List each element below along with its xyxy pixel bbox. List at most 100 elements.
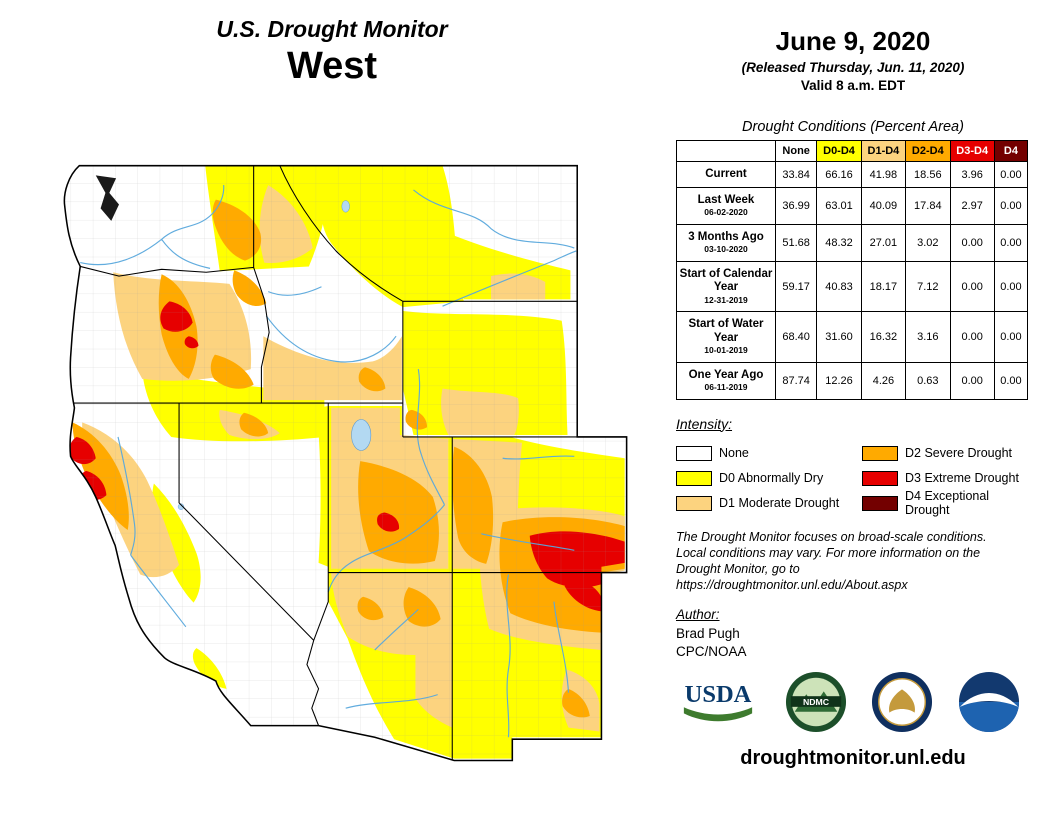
region-outline <box>63 164 628 762</box>
table-header-row: None D0-D4 D1-D4 D2-D4 D3-D4 D4 <box>676 140 1029 162</box>
value-cell: 0.00 <box>949 224 995 263</box>
drought-map-svg <box>63 164 628 762</box>
great-salt-lake <box>351 419 372 451</box>
conditions-table: None D0-D4 D1-D4 D2-D4 D3-D4 D4 Current 33.84 6… <box>676 140 1029 400</box>
row-label: One Year Ago 06-11-2019 <box>676 361 776 400</box>
row-label: Start of Water Year 10-01-2019 <box>676 311 776 363</box>
value-cell: 66.16 <box>816 160 862 189</box>
table-row: Start of Calendar Year 12-31-2019 59.17 40.… <box>676 261 1029 313</box>
value-cell: 0.00 <box>993 187 1029 226</box>
value-cell: 18.17 <box>860 261 907 313</box>
value-cell: 41.98 <box>860 160 907 189</box>
legend-swatch <box>862 470 898 486</box>
column-header-d3-d4: D3-D4 <box>949 140 995 162</box>
page-title: U.S. Drought Monitor <box>216 16 448 42</box>
ndmc-text: NDMC <box>803 696 830 706</box>
lake-tahoe <box>177 503 185 510</box>
title-block: U.S. Drought Monitor West <box>0 16 664 88</box>
commerce-seal <box>872 671 933 732</box>
legend-title: Intensity: <box>676 415 733 432</box>
info-panel: June 9, 2020 (Released Thursday, Jun. 11… <box>676 0 1030 770</box>
legend-swatch <box>676 445 712 461</box>
legend-label: D1 Moderate Drought <box>719 496 840 511</box>
drought-map <box>26 146 646 786</box>
puget-sound <box>95 175 119 221</box>
column-header-d0-d4: D0-D4 <box>816 140 862 162</box>
region-title: West <box>286 45 378 87</box>
row-label: 3 Months Ago 03-10-2020 <box>676 224 776 263</box>
value-cell: 16.32 <box>860 311 907 363</box>
value-cell: 0.00 <box>949 361 995 400</box>
usda-logo: USDA <box>683 681 753 721</box>
table-row: One Year Ago 06-11-2019 87.74 12.26 4.26 0.63… <box>676 361 1029 400</box>
value-cell: 0.00 <box>993 361 1029 400</box>
value-cell: 31.60 <box>816 311 862 363</box>
table-row: Current 33.84 66.16 41.98 18.56 3.96 0.00 <box>676 160 1029 189</box>
column-header-none: None <box>774 140 818 162</box>
site-url[interactable]: droughtmonitor.unl.edu <box>740 746 966 769</box>
legend-label: D4 Exceptional Drought <box>905 489 990 518</box>
note-line-2: Local conditions may vary. For more info… <box>676 545 981 560</box>
value-cell: 3.16 <box>905 311 951 363</box>
author-name: Brad Pugh <box>676 625 740 641</box>
value-cell: 2.97 <box>949 187 995 226</box>
value-cell: 0.00 <box>993 311 1029 363</box>
legend-label: D0 Abnormally Dry <box>719 471 824 486</box>
legend-item: D3 Extreme Drought <box>862 466 1030 491</box>
value-cell: 7.12 <box>905 261 951 313</box>
county-lines <box>64 165 627 761</box>
value-cell: 51.68 <box>774 224 818 263</box>
value-cell: 0.63 <box>905 361 951 400</box>
legend-label: None <box>719 446 749 461</box>
legend-grid: None D0 Abnormally Dry D1 Moderate Drought… <box>676 441 1030 518</box>
legend-label: D3 Extreme Drought <box>905 471 1019 486</box>
author-heading: Author: <box>676 606 720 622</box>
row-label: Start of Calendar Year 12-31-2019 <box>676 261 776 313</box>
column-header-d1-d4: D1-D4 <box>860 140 907 162</box>
legend-item: D1 Moderate Drought <box>676 491 862 516</box>
value-cell: 0.00 <box>949 311 995 363</box>
table-row: Start of Water Year 10-01-2019 68.40 31.60 1… <box>676 311 1029 363</box>
legend: Intensity: None D0 Abnormally Dry D1 Moder… <box>676 415 1030 518</box>
flathead-lake <box>341 200 350 213</box>
ndmc-logo: NDMC <box>785 671 846 732</box>
legend-swatch <box>862 445 898 461</box>
legend-swatch <box>676 495 712 511</box>
value-cell: 12.26 <box>816 361 862 400</box>
value-cell: 68.40 <box>774 311 818 363</box>
value-cell: 48.32 <box>816 224 862 263</box>
value-cell: 63.01 <box>816 187 862 226</box>
value-cell: 18.56 <box>905 160 951 189</box>
note-text: The Drought Monitor focuses on broad-sca… <box>676 529 1030 594</box>
value-cell: 0.00 <box>993 160 1029 189</box>
valid-time: Valid 8 a.m. EDT <box>800 78 906 93</box>
value-cell: 0.00 <box>993 224 1029 263</box>
value-cell: 40.09 <box>860 187 907 226</box>
row-label: Last Week 06-02-2020 <box>676 187 776 226</box>
legend-label: D2 Severe Drought <box>905 446 1013 461</box>
table-title: Drought Conditions (Percent Area) <box>742 119 964 135</box>
value-cell: 36.99 <box>774 187 818 226</box>
author-block: Author: Brad Pugh CPC/NOAA <box>676 607 1030 659</box>
author-org: CPC/NOAA <box>676 643 747 659</box>
corner-cell <box>676 140 776 162</box>
value-cell: 33.84 <box>774 160 818 189</box>
value-cell: 17.84 <box>905 187 951 226</box>
report-date: June 9, 2020 <box>775 26 931 56</box>
state-borders <box>73 165 627 761</box>
usda-text: USDA <box>685 681 752 708</box>
note-line-1: The Drought Monitor focuses on broad-sca… <box>676 529 987 544</box>
value-cell: 0.00 <box>949 261 995 313</box>
value-cell: 59.17 <box>774 261 818 313</box>
rivers <box>80 185 577 738</box>
value-cell: 40.83 <box>816 261 862 313</box>
column-header-d2-d4: D2-D4 <box>905 140 951 162</box>
legend-item: D4 Exceptional Drought <box>862 489 1030 518</box>
legend-item: D2 Severe Drought <box>862 441 1030 466</box>
note-line-3: Drought Monitor, go to https://droughtmo… <box>676 562 908 593</box>
legend-swatch <box>862 495 898 511</box>
value-cell: 87.74 <box>774 361 818 400</box>
legend-item: D0 Abnormally Dry <box>676 466 862 491</box>
release-info: (Released Thursday, Jun. 11, 2020) <box>741 60 965 75</box>
